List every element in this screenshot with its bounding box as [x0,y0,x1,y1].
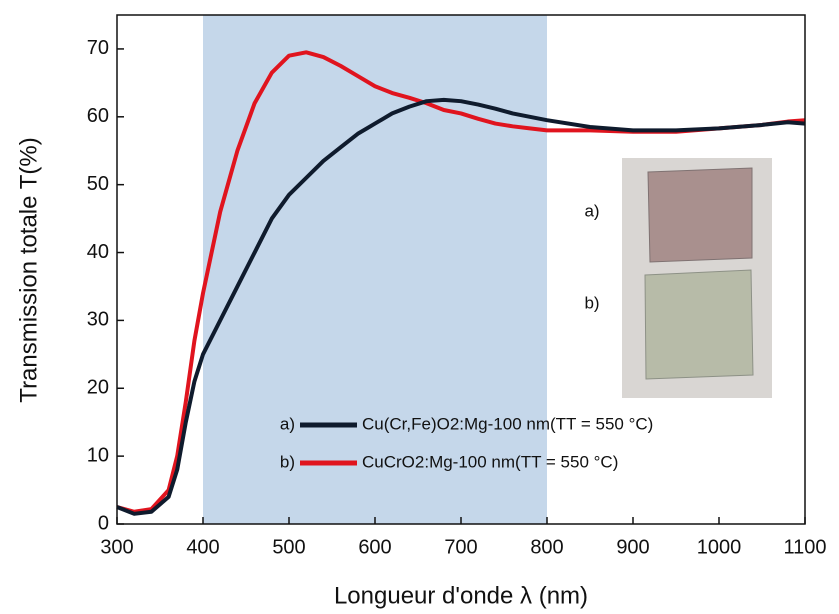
y-tick-label: 40 [87,241,109,263]
series-line [116,50,806,514]
x-tick-label: 900 [616,536,649,558]
x-axis-title: Longueur d'onde λ (nm) [334,582,588,609]
x-tick-label: 600 [358,536,391,558]
y-tick-label: 20 [87,377,109,399]
shaded-region [203,15,547,524]
inset-label: b) [584,293,599,312]
y-tick-label: 10 [87,444,109,466]
x-tick-label: 1100 [783,536,826,558]
y-tick-label: 60 [87,105,109,127]
inset-label: a) [584,201,599,220]
legend-label: CuCrO2:Mg-100 nm(TT = 550 °C) [362,452,618,471]
plot-frame [116,14,806,525]
legend-prefix: b) [280,452,295,471]
y-tick-label: 70 [87,37,109,59]
x-tick-label: 1000 [697,536,742,558]
y-tick-label: 0 [98,512,109,534]
legend-label: Cu(Cr,Fe)O2:Mg-100 nm(TT = 550 °C) [362,414,653,433]
series-line [116,97,806,516]
x-tick-label: 300 [100,536,133,558]
y-axis-title: Transmission totale T(%) [15,137,42,402]
x-tick-label: 700 [444,536,477,558]
sample-a [647,167,753,263]
sample-b [644,269,754,380]
x-tick-label: 500 [272,536,305,558]
x-tick-label: 800 [530,536,563,558]
x-tick-label: 400 [186,536,219,558]
y-tick-label: 50 [87,173,109,195]
legend-prefix: a) [280,414,295,433]
y-tick-label: 30 [87,309,109,331]
